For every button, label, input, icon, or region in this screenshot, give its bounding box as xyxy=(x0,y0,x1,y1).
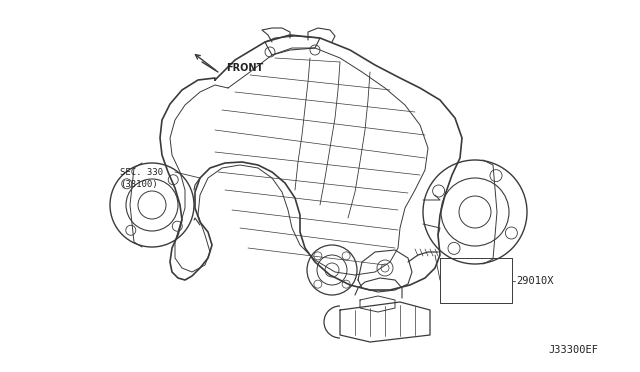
Text: J33300EF: J33300EF xyxy=(548,345,598,355)
Text: SEC. 330
(33100): SEC. 330 (33100) xyxy=(120,168,163,189)
Text: 29010X: 29010X xyxy=(516,276,554,285)
Text: FRONT: FRONT xyxy=(226,63,263,73)
